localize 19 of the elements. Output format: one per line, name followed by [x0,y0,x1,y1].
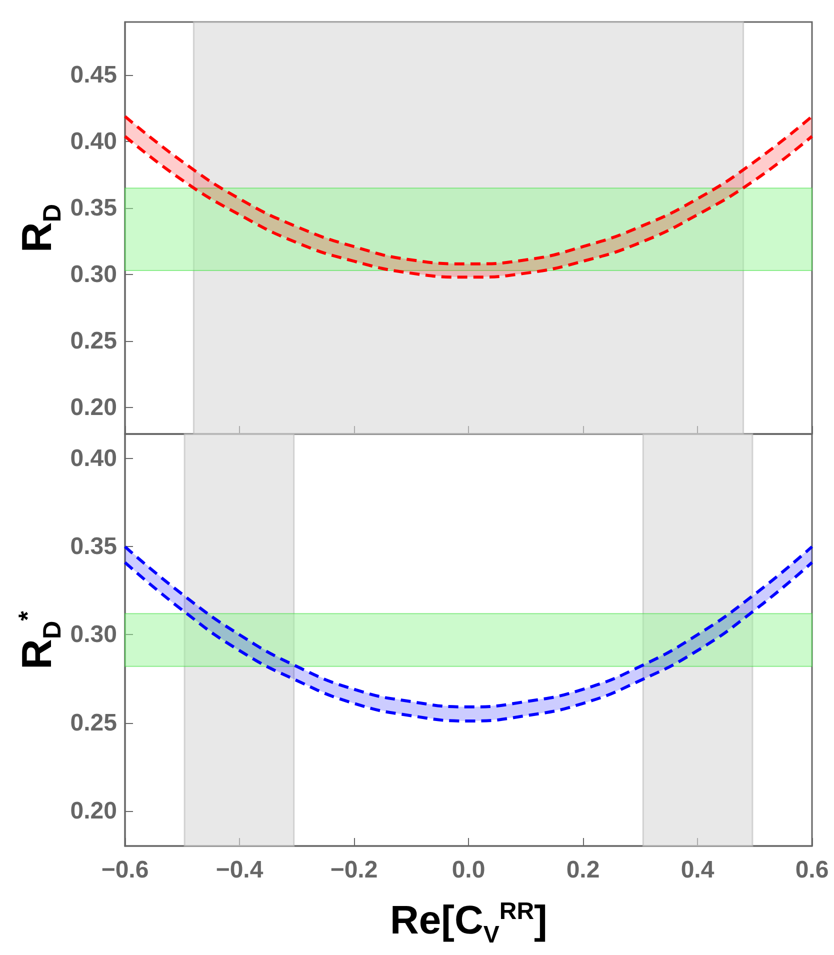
x-tick-label: 0.6 [795,856,829,884]
x-tick-label: −0.6 [101,856,149,884]
y-tick-label: 0.40 [70,445,117,472]
x-tick-label: −0.2 [330,856,378,884]
y-tick-label: 0.40 [70,128,117,156]
y-tick-label: 0.25 [70,709,117,736]
x-tick-label: 0.4 [680,856,715,884]
x-tick-label: −0.4 [216,856,264,884]
y-tick-label: 0.20 [70,797,117,824]
y-tick-label: 0.30 [70,261,117,288]
y-tick-label: 0.20 [70,394,117,421]
x-tick-label: 0.0 [452,856,486,884]
y-tick-label: 0.35 [70,533,117,560]
x-tick-label: 0.2 [566,856,600,884]
y-tick-label: 0.25 [70,327,117,354]
y-tick-label: 0.35 [70,194,117,222]
y-tick-label: 0.45 [70,62,117,89]
x-axis-title: Re[C$_{V}$$^{RR}$] [390,898,548,950]
y-tick-label: 0.30 [70,621,117,648]
